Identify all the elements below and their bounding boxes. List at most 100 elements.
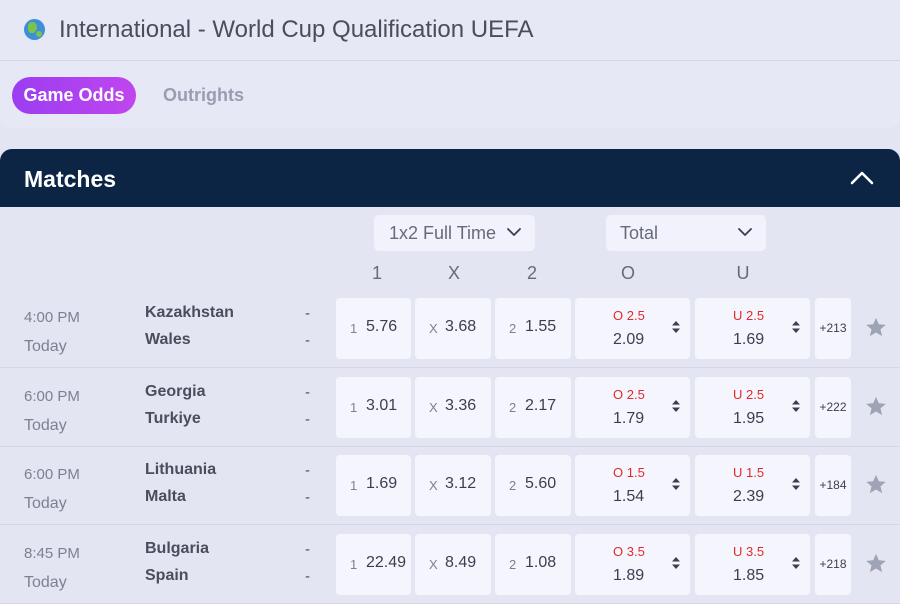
more-markets-button[interactable]: +213 — [815, 298, 851, 359]
match-day: Today — [24, 495, 67, 512]
sort-arrows-icon[interactable] — [791, 556, 801, 570]
star-icon[interactable] — [865, 396, 887, 417]
sort-arrows-icon[interactable] — [791, 320, 801, 334]
odds-home-label: 1 — [350, 321, 358, 336]
away-team[interactable]: Wales — [145, 331, 191, 348]
more-markets-button[interactable]: +184 — [815, 455, 851, 516]
chevron-down-icon — [738, 228, 752, 236]
total-under-odds: 1.69 — [733, 331, 765, 348]
section-title: Matches — [24, 166, 117, 192]
odds-home-button[interactable]: 1 3.01 — [336, 377, 411, 438]
more-markets-button[interactable]: +218 — [815, 534, 851, 595]
odds-home-label: 1 — [350, 557, 358, 572]
odds-away-value: 5.60 — [525, 475, 557, 492]
home-team[interactable]: Lithuania — [145, 461, 217, 478]
odds-away-value: 2.17 — [525, 397, 557, 414]
market-select-total-label: Total — [620, 223, 659, 243]
odds-draw-label: X — [429, 321, 438, 336]
odds-away-button[interactable]: 2 1.55 — [495, 298, 571, 359]
total-under-line: U 2.5 — [733, 308, 765, 323]
odds-draw-button[interactable]: X 8.49 — [415, 534, 491, 595]
chevron-up-icon[interactable] — [850, 167, 874, 189]
odds-home-button[interactable]: 1 22.49 — [336, 534, 411, 595]
matches-header: Matches — [0, 149, 900, 207]
odds-away-button[interactable]: 2 1.08 — [495, 534, 571, 595]
match-day: Today — [24, 417, 67, 434]
column-header-away: 2 — [526, 263, 537, 283]
away-team[interactable]: Malta — [145, 488, 186, 505]
total-over-button[interactable]: O 2.5 2.09 — [575, 298, 690, 359]
away-team[interactable]: Spain — [145, 567, 189, 584]
sort-arrows-icon[interactable] — [671, 477, 681, 491]
odds-draw-label: X — [429, 557, 438, 572]
total-under-button[interactable]: U 2.5 1.69 — [695, 298, 810, 359]
home-score: - — [305, 541, 310, 558]
star-icon[interactable] — [865, 474, 887, 495]
match-time: 6:00 PM — [24, 466, 80, 483]
odds-draw-label: X — [429, 478, 438, 493]
total-under-line: U 2.5 — [733, 387, 765, 402]
tab-outrights[interactable]: Outrights — [163, 85, 244, 105]
market-select-main-label: 1x2 Full Time — [389, 223, 497, 243]
total-under-odds: 1.95 — [733, 410, 765, 427]
match-row: 6:00 PM Today Georgia Turkiye - - 1 3.01… — [0, 369, 900, 447]
match-row: 8:45 PM Today Bulgaria Spain - - 1 22.49… — [0, 526, 900, 604]
away-score: - — [305, 489, 310, 506]
odds-home-value: 5.76 — [366, 318, 398, 335]
total-over-button[interactable]: O 1.5 1.54 — [575, 455, 690, 516]
odds-home-value: 1.69 — [366, 475, 398, 492]
sort-arrows-icon[interactable] — [791, 399, 801, 413]
odds-draw-button[interactable]: X 3.36 — [415, 377, 491, 438]
total-over-odds: 1.54 — [613, 488, 645, 505]
odds-away-button[interactable]: 2 5.60 — [495, 455, 571, 516]
column-header-under: U — [736, 263, 750, 283]
total-under-button[interactable]: U 2.5 1.95 — [695, 377, 810, 438]
home-team[interactable]: Georgia — [145, 383, 206, 400]
column-header-draw: X — [447, 263, 460, 283]
total-over-odds: 1.79 — [613, 410, 645, 427]
total-under-line: U 3.5 — [733, 544, 765, 559]
market-select-main[interactable]: 1x2 Full Time — [374, 215, 535, 251]
total-under-button[interactable]: U 3.5 1.85 — [695, 534, 810, 595]
odds-away-label: 2 — [509, 321, 517, 336]
away-team[interactable]: Turkiye — [145, 410, 201, 427]
competition-card: International - World Cup Qualification … — [0, 0, 900, 128]
away-score: - — [305, 411, 310, 428]
total-over-line: O 3.5 — [613, 544, 645, 559]
odds-draw-value: 3.36 — [445, 397, 477, 414]
odds-home-button[interactable]: 1 1.69 — [336, 455, 411, 516]
odds-draw-button[interactable]: X 3.12 — [415, 455, 491, 516]
match-day: Today — [24, 574, 67, 591]
sort-arrows-icon[interactable] — [671, 320, 681, 334]
odds-away-button[interactable]: 2 2.17 — [495, 377, 571, 438]
sort-arrows-icon[interactable] — [671, 399, 681, 413]
odds-home-value: 22.49 — [366, 554, 407, 571]
home-team[interactable]: Kazakhstan — [145, 304, 234, 321]
more-markets-button[interactable]: +222 — [815, 377, 851, 438]
competition-header: International - World Cup Qualification … — [0, 0, 900, 61]
odds-draw-value: 3.68 — [445, 318, 477, 335]
odds-away-label: 2 — [509, 478, 517, 493]
market-select-total[interactable]: Total — [606, 215, 766, 251]
odds-home-value: 3.01 — [366, 397, 398, 414]
total-over-button[interactable]: O 2.5 1.79 — [575, 377, 690, 438]
match-time: 4:00 PM — [24, 309, 80, 326]
total-under-line: U 1.5 — [733, 465, 765, 480]
odds-away-label: 2 — [509, 557, 517, 572]
match-row: 4:00 PM Today Kazakhstan Wales - - 1 5.7… — [0, 290, 900, 368]
sort-arrows-icon[interactable] — [791, 477, 801, 491]
sort-arrows-icon[interactable] — [671, 556, 681, 570]
odds-home-button[interactable]: 1 5.76 — [336, 298, 411, 359]
match-time: 6:00 PM — [24, 388, 80, 405]
tab-game-odds[interactable]: Game Odds — [12, 77, 136, 114]
page-title: International - World Cup Qualification … — [59, 16, 534, 43]
total-under-button[interactable]: U 1.5 2.39 — [695, 455, 810, 516]
total-over-button[interactable]: O 3.5 1.89 — [575, 534, 690, 595]
home-team[interactable]: Bulgaria — [145, 540, 210, 557]
star-icon[interactable] — [865, 553, 887, 574]
home-score: - — [305, 462, 310, 479]
total-over-line: O 1.5 — [613, 465, 645, 480]
odds-draw-button[interactable]: X 3.68 — [415, 298, 491, 359]
total-under-odds: 1.85 — [733, 567, 765, 584]
star-icon[interactable] — [865, 317, 887, 338]
